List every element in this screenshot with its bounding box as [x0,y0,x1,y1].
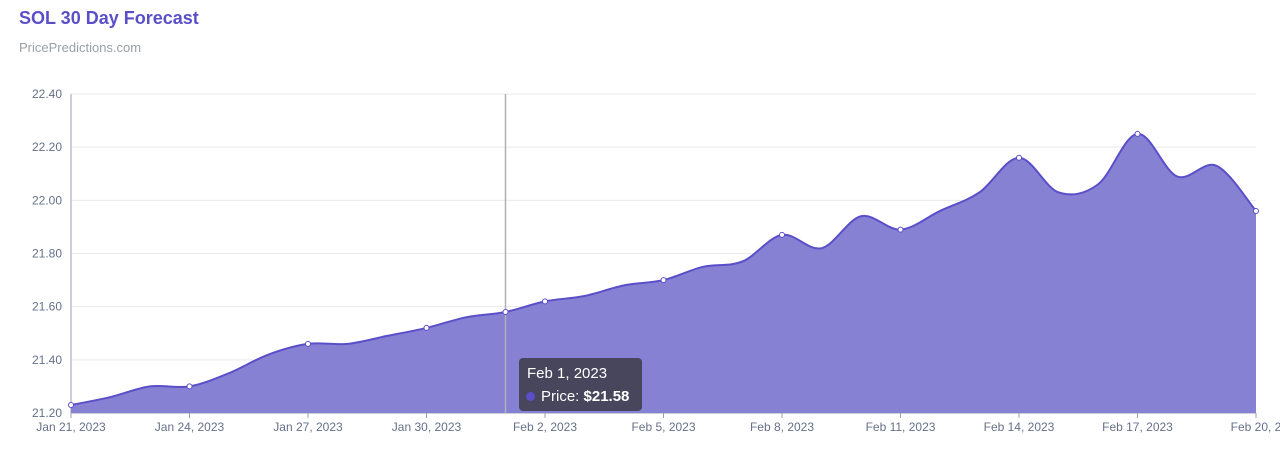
tooltip-label: Price: [541,388,580,405]
y-tick-label: 21.80 [32,247,62,261]
y-tick-label: 21.40 [32,353,62,367]
x-tick-label: Feb 5, 2023 [631,420,695,434]
data-point[interactable] [1253,207,1259,214]
data-point[interactable] [1016,154,1022,161]
data-point[interactable] [186,383,193,390]
series-dot-icon [526,391,535,401]
data-points[interactable] [68,130,1259,409]
x-tick-label: Jan 21, 2023 [36,420,106,434]
x-tick-label: Jan 24, 2023 [155,420,225,434]
x-tick-label: Feb 14, 2023 [984,420,1055,434]
tooltip: Feb 1, 2023 Price: $21.58 [519,358,642,411]
y-tick-label: 22.40 [32,87,62,101]
y-tick-label: 22.00 [32,193,62,207]
x-tick-label: Feb 17, 2023 [1102,420,1173,434]
y-tick-label: 22.20 [32,140,62,154]
data-point[interactable] [1134,130,1141,137]
data-point[interactable] [423,324,430,331]
x-tick-label: Jan 27, 2023 [273,420,343,434]
y-axis-ticks: 22.40 22.20 22.00 21.80 21.60 21.40 21.20 [32,87,62,420]
data-point[interactable] [779,231,785,238]
chart-title: SOL 30 Day Forecast [19,8,199,28]
data-point[interactable] [897,226,904,233]
y-tick-label: 21.20 [32,406,62,420]
data-point[interactable] [660,277,667,284]
x-axis-ticks: Jan 21, 2023 Jan 24, 2023 Jan 27, 2023 Jan … [36,413,1280,434]
area-fill [71,133,1256,413]
x-tick-label: Feb 20, 2 [1231,420,1280,434]
x-tick-label: Jan 30, 2023 [392,420,462,434]
x-tick-label: Feb 2, 2023 [513,420,577,434]
x-tick-label: Feb 11, 2023 [866,420,936,434]
data-point[interactable] [542,298,548,305]
tooltip-row: Price: $21.58 [526,388,629,405]
tooltip-date: Feb 1, 2023 [527,365,608,382]
chart-subtitle: PricePredictions.com [19,40,142,55]
data-point[interactable] [305,340,311,347]
x-tick-label: Feb 8, 2023 [750,420,814,434]
y-tick-label: 21.60 [32,300,62,314]
data-point[interactable] [502,308,509,315]
data-point[interactable] [68,402,74,409]
tooltip-value: $21.58 [583,388,630,405]
